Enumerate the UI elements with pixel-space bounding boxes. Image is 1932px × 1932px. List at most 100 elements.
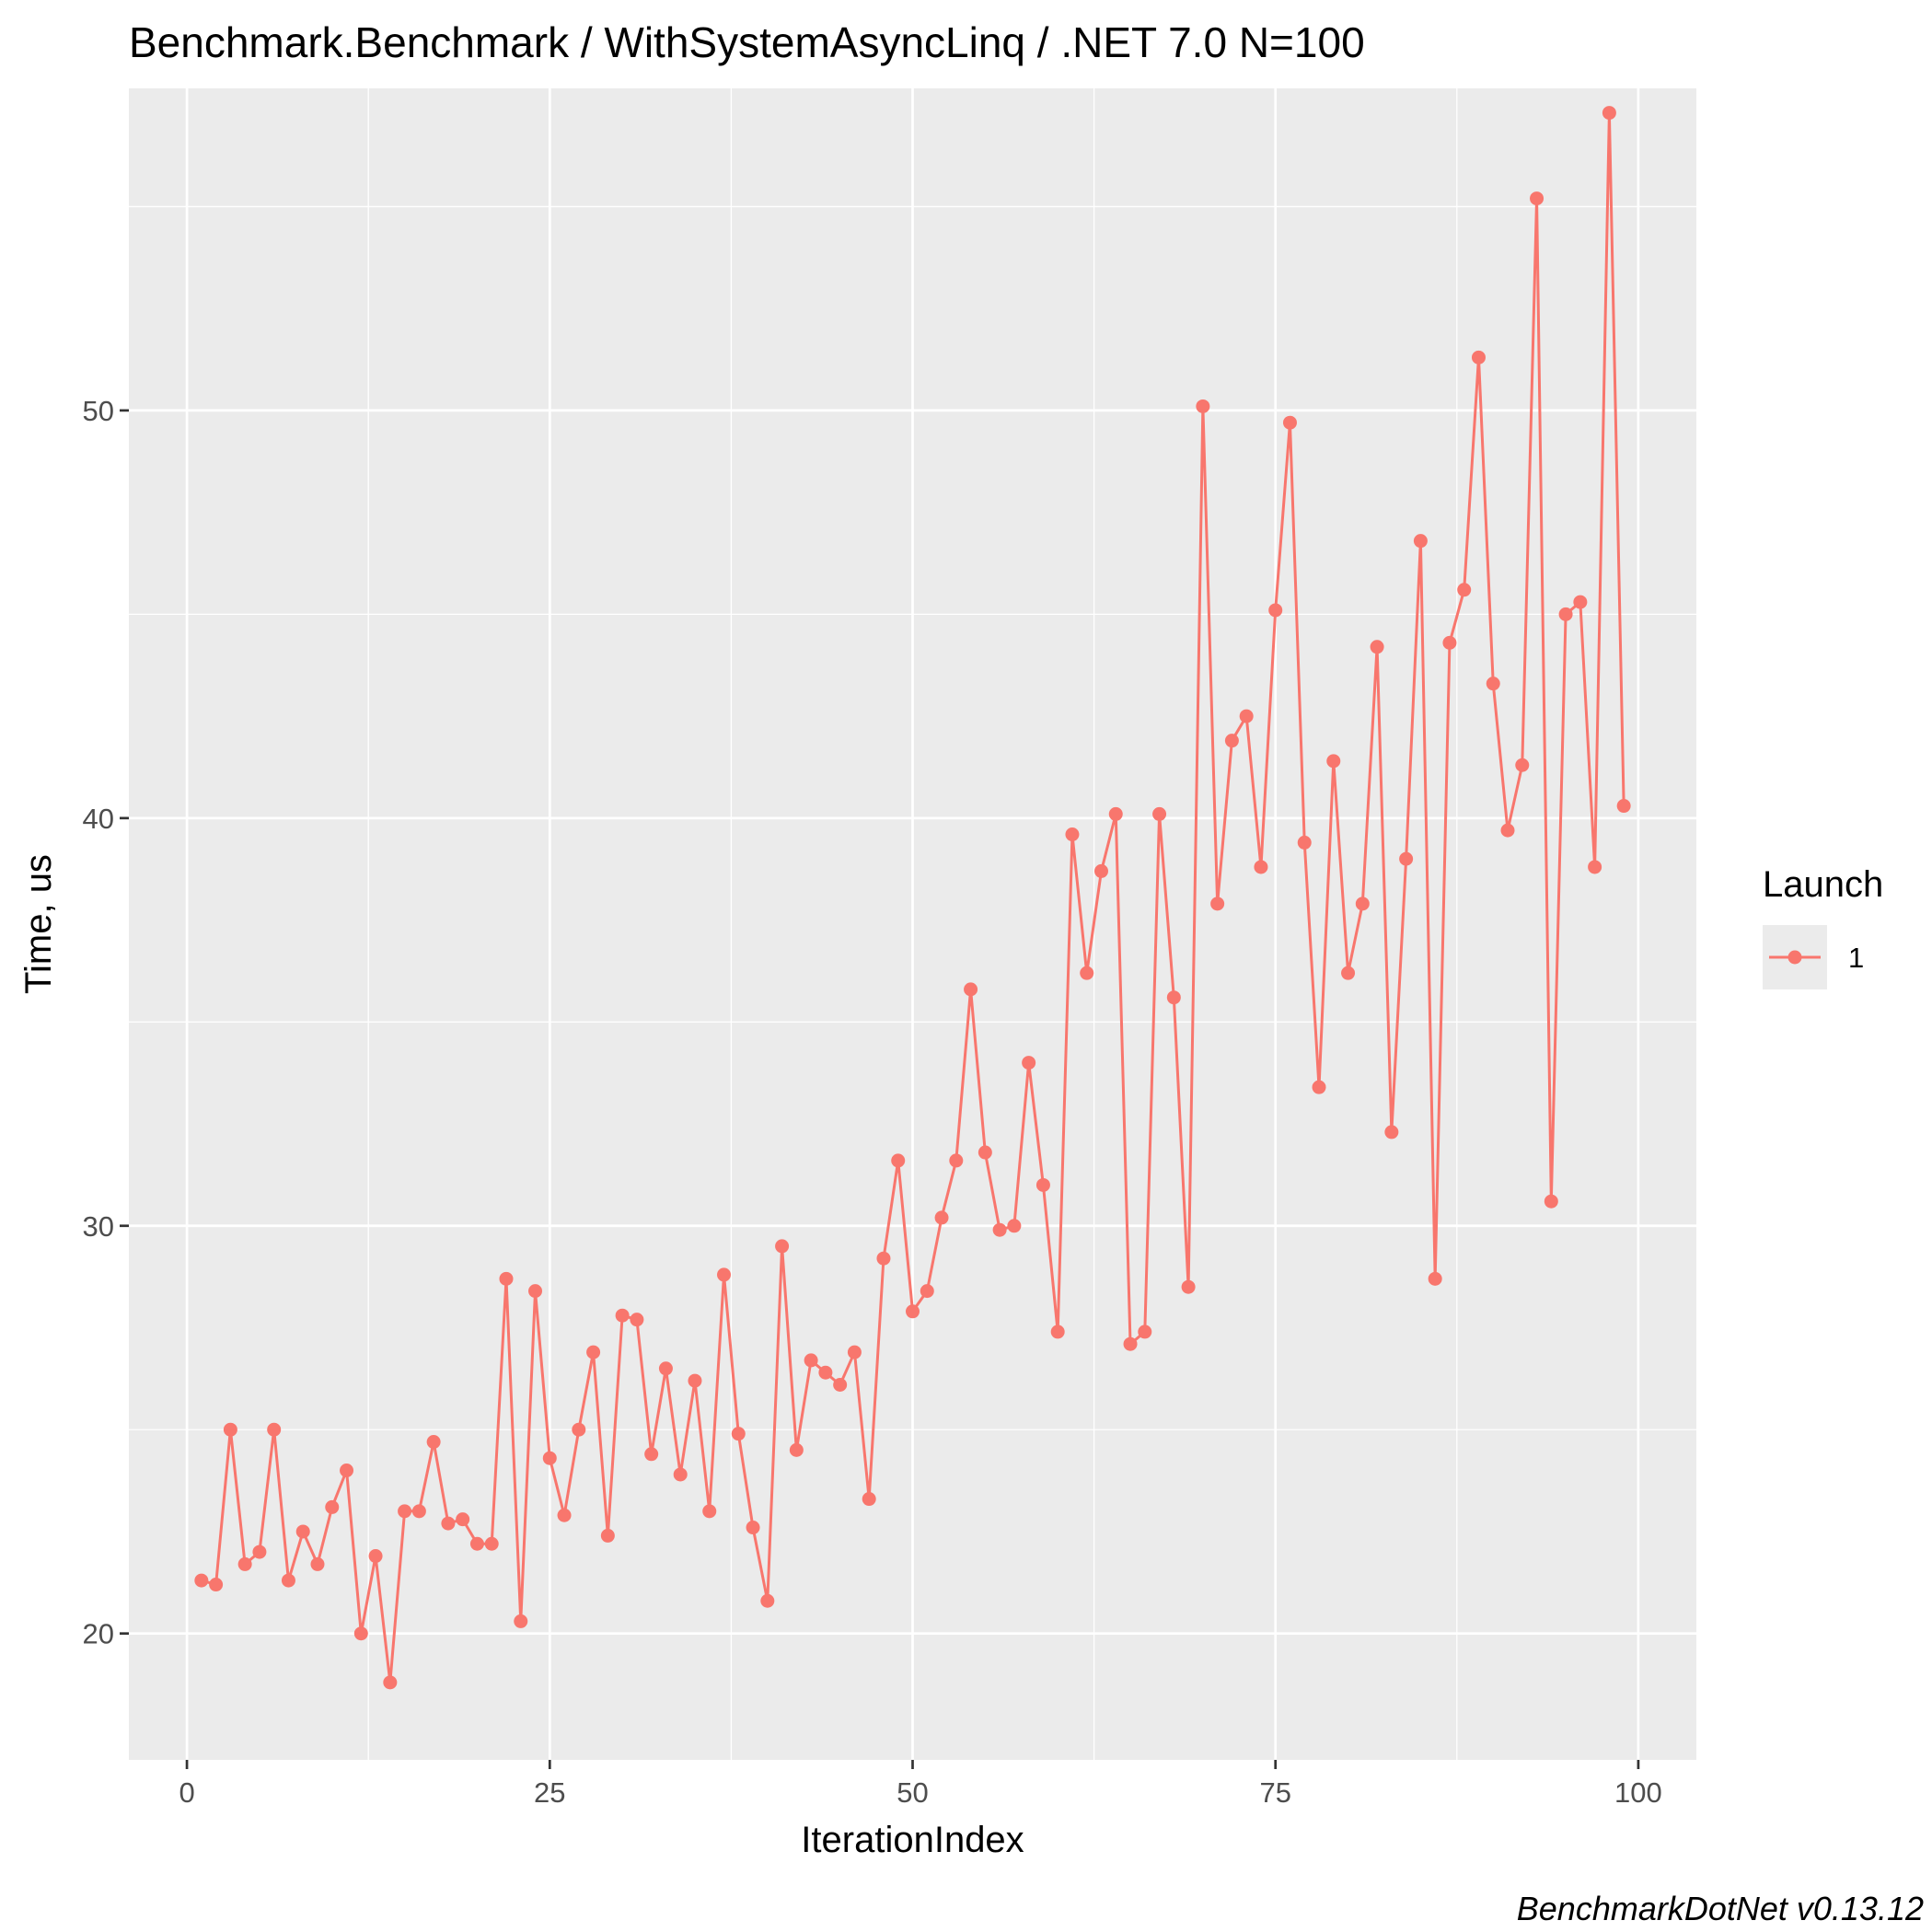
data-point [281,1573,295,1588]
data-point [586,1345,601,1359]
data-point [267,1422,282,1437]
x-tick-label: 100 [1614,1776,1662,1809]
data-point [1355,897,1370,911]
data-point [1530,191,1544,206]
data-point [717,1267,732,1282]
data-point [1035,1177,1050,1192]
data-point [862,1492,876,1507]
data-point [426,1435,441,1450]
data-point [1442,635,1457,650]
x-tick-label: 25 [534,1776,565,1809]
data-series [194,106,1631,1690]
data-point [1152,806,1167,821]
data-point [1239,709,1254,723]
data-point [1138,1325,1152,1339]
data-point [1500,823,1515,838]
data-point [441,1516,456,1531]
data-point [1254,860,1268,874]
data-point [1326,754,1341,769]
data-point [456,1512,470,1527]
legend-key-point [1787,950,1802,965]
data-point [1413,534,1428,549]
data-point [1428,1271,1442,1286]
x-tick-label: 75 [1259,1776,1290,1809]
data-point [833,1378,848,1393]
data-point [1471,350,1486,364]
data-point [906,1304,920,1319]
data-point [484,1536,499,1551]
data-point [1297,835,1312,850]
data-point [1196,399,1210,413]
data-point [398,1504,412,1519]
data-point [818,1365,833,1380]
data-point [688,1373,702,1388]
data-point [746,1521,760,1535]
data-point [528,1284,543,1299]
data-point [209,1578,224,1592]
data-point [600,1528,615,1543]
data-point [1515,758,1530,772]
x-axis-title: IterationIndex [801,1820,1024,1860]
data-point [978,1145,992,1160]
data-point [1312,1080,1326,1094]
data-point [1065,827,1080,842]
chart-title: Benchmark.Benchmark / WithSystemAsyncLin… [129,18,1365,66]
data-point [295,1524,310,1539]
data-point [1007,1219,1022,1233]
data-point [775,1239,790,1254]
data-point [673,1467,688,1482]
data-point [1181,1279,1196,1294]
data-point [920,1284,934,1299]
data-point [876,1251,891,1266]
data-point [325,1499,340,1514]
data-point [1399,851,1414,866]
data-point [1080,966,1094,980]
data-point [1022,1056,1036,1070]
data-point [1384,1125,1399,1140]
data-point [237,1556,252,1571]
data-point [1166,990,1181,1005]
data-point [964,982,978,997]
y-tick-label: 40 [83,803,114,835]
data-point [891,1153,906,1168]
data-point [1093,863,1108,878]
data-point [731,1427,746,1441]
x-tick-label: 50 [897,1776,928,1809]
legend-title: Launch [1763,864,1883,905]
data-point [702,1504,717,1519]
legend-label: 1 [1848,942,1864,974]
data-point [1544,1194,1558,1209]
data-point [1602,106,1616,121]
data-point [1341,966,1356,980]
data-point [252,1544,267,1559]
data-point [934,1210,949,1225]
data-point [572,1422,586,1437]
data-point [1370,640,1384,654]
data-point [1282,415,1297,430]
data-point [804,1353,818,1368]
data-point [789,1442,804,1457]
data-point [1268,603,1283,618]
data-point [658,1361,673,1376]
y-tick-label: 50 [83,395,114,427]
data-point [310,1556,325,1571]
data-point [383,1675,398,1690]
data-point [499,1271,514,1286]
x-tick-label: 0 [179,1776,194,1809]
data-point [1210,897,1225,911]
y-axis: 20 30 40 50 [83,395,129,1650]
data-point [1457,583,1472,597]
data-point [1486,677,1500,691]
data-point [644,1447,659,1462]
data-point [1224,734,1239,748]
data-point [615,1308,630,1323]
data-point [469,1536,484,1551]
data-point [353,1626,368,1641]
data-point [1108,806,1123,821]
data-point [340,1463,354,1478]
data-point [1573,595,1588,609]
data-point [1050,1325,1065,1339]
data-point [992,1222,1007,1237]
data-point [1123,1336,1138,1351]
